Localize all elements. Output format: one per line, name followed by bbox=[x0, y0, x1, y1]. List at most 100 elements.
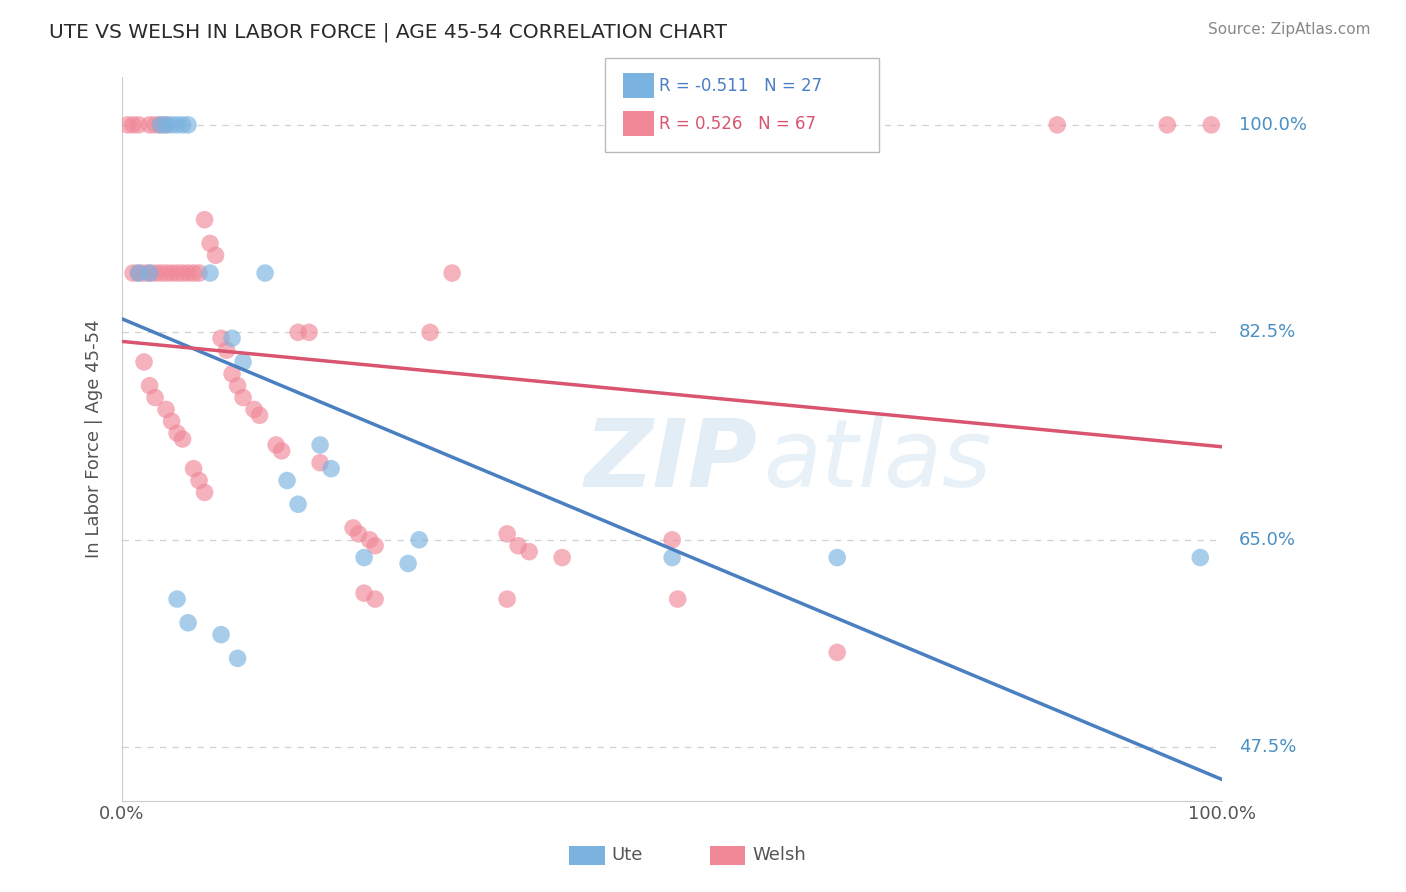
Point bbox=[166, 592, 188, 607]
Text: Source: ZipAtlas.com: Source: ZipAtlas.com bbox=[1208, 22, 1371, 37]
Point bbox=[204, 248, 226, 262]
Point bbox=[298, 326, 321, 340]
Point bbox=[353, 550, 375, 565]
Point bbox=[661, 533, 683, 547]
Point bbox=[347, 527, 370, 541]
Point bbox=[825, 550, 848, 565]
Point bbox=[117, 118, 139, 132]
Point bbox=[166, 426, 188, 441]
Point bbox=[122, 266, 145, 280]
Point bbox=[128, 266, 150, 280]
Point bbox=[166, 118, 188, 132]
Point bbox=[551, 550, 574, 565]
Point bbox=[408, 533, 430, 547]
Point bbox=[193, 212, 215, 227]
Point bbox=[243, 402, 266, 417]
Text: ZIP: ZIP bbox=[583, 415, 756, 507]
Point bbox=[183, 461, 205, 475]
Point bbox=[209, 627, 232, 641]
Point bbox=[309, 456, 332, 470]
Point bbox=[226, 378, 249, 392]
Point bbox=[132, 355, 155, 369]
Point bbox=[221, 367, 243, 381]
Point bbox=[254, 266, 277, 280]
Point bbox=[353, 586, 375, 600]
Point bbox=[138, 266, 160, 280]
Point bbox=[138, 266, 160, 280]
Point bbox=[249, 409, 271, 423]
Text: 100.0%: 100.0% bbox=[1239, 116, 1306, 134]
Point bbox=[177, 266, 200, 280]
Point bbox=[138, 118, 160, 132]
Point bbox=[198, 266, 221, 280]
Point bbox=[419, 326, 441, 340]
Point bbox=[155, 266, 177, 280]
Point bbox=[183, 266, 205, 280]
Point bbox=[270, 443, 292, 458]
Point bbox=[166, 266, 188, 280]
Point bbox=[232, 355, 254, 369]
Point bbox=[149, 118, 172, 132]
Point bbox=[1189, 550, 1212, 565]
Point bbox=[172, 266, 194, 280]
Point bbox=[441, 266, 464, 280]
Point bbox=[155, 118, 177, 132]
Point bbox=[155, 118, 177, 132]
Point bbox=[319, 461, 342, 475]
Point bbox=[226, 651, 249, 665]
Point bbox=[177, 118, 200, 132]
Point bbox=[193, 485, 215, 500]
Point bbox=[122, 118, 145, 132]
Point bbox=[160, 266, 183, 280]
Y-axis label: In Labor Force | Age 45-54: In Labor Force | Age 45-54 bbox=[86, 319, 103, 558]
Point bbox=[508, 539, 530, 553]
Point bbox=[517, 544, 540, 558]
Point bbox=[1046, 829, 1069, 843]
Point bbox=[1156, 118, 1178, 132]
Point bbox=[496, 592, 519, 607]
Point bbox=[287, 497, 309, 511]
Text: R = -0.511   N = 27: R = -0.511 N = 27 bbox=[659, 77, 823, 95]
Point bbox=[342, 521, 364, 535]
Point bbox=[188, 474, 211, 488]
Point bbox=[149, 266, 172, 280]
Point bbox=[496, 527, 519, 541]
Point bbox=[198, 236, 221, 251]
Text: 82.5%: 82.5% bbox=[1239, 323, 1296, 342]
Text: atlas: atlas bbox=[763, 415, 991, 507]
Point bbox=[666, 592, 689, 607]
Point bbox=[209, 331, 232, 345]
Text: R = 0.526   N = 67: R = 0.526 N = 67 bbox=[659, 115, 817, 133]
Text: UTE VS WELSH IN LABOR FORCE | AGE 45-54 CORRELATION CHART: UTE VS WELSH IN LABOR FORCE | AGE 45-54 … bbox=[49, 22, 727, 42]
Point bbox=[143, 118, 166, 132]
Point bbox=[177, 615, 200, 630]
Point bbox=[188, 266, 211, 280]
Text: Ute: Ute bbox=[612, 847, 643, 864]
Point bbox=[128, 118, 150, 132]
Point bbox=[309, 438, 332, 452]
Point bbox=[160, 118, 183, 132]
Text: 65.0%: 65.0% bbox=[1239, 531, 1296, 549]
Point bbox=[825, 645, 848, 659]
Text: 47.5%: 47.5% bbox=[1239, 739, 1296, 756]
Point bbox=[287, 326, 309, 340]
Point bbox=[359, 533, 381, 547]
Point bbox=[132, 266, 155, 280]
Point bbox=[143, 266, 166, 280]
Point bbox=[1046, 118, 1069, 132]
Point bbox=[155, 402, 177, 417]
Point bbox=[215, 343, 238, 358]
Point bbox=[396, 557, 419, 571]
Point bbox=[221, 331, 243, 345]
Point bbox=[232, 391, 254, 405]
Point bbox=[264, 438, 287, 452]
Point bbox=[364, 539, 387, 553]
Point bbox=[160, 414, 183, 428]
Point bbox=[1201, 118, 1223, 132]
Point bbox=[276, 474, 298, 488]
Point bbox=[138, 378, 160, 392]
Point bbox=[149, 118, 172, 132]
Point bbox=[143, 391, 166, 405]
Point bbox=[661, 550, 683, 565]
Point bbox=[128, 266, 150, 280]
